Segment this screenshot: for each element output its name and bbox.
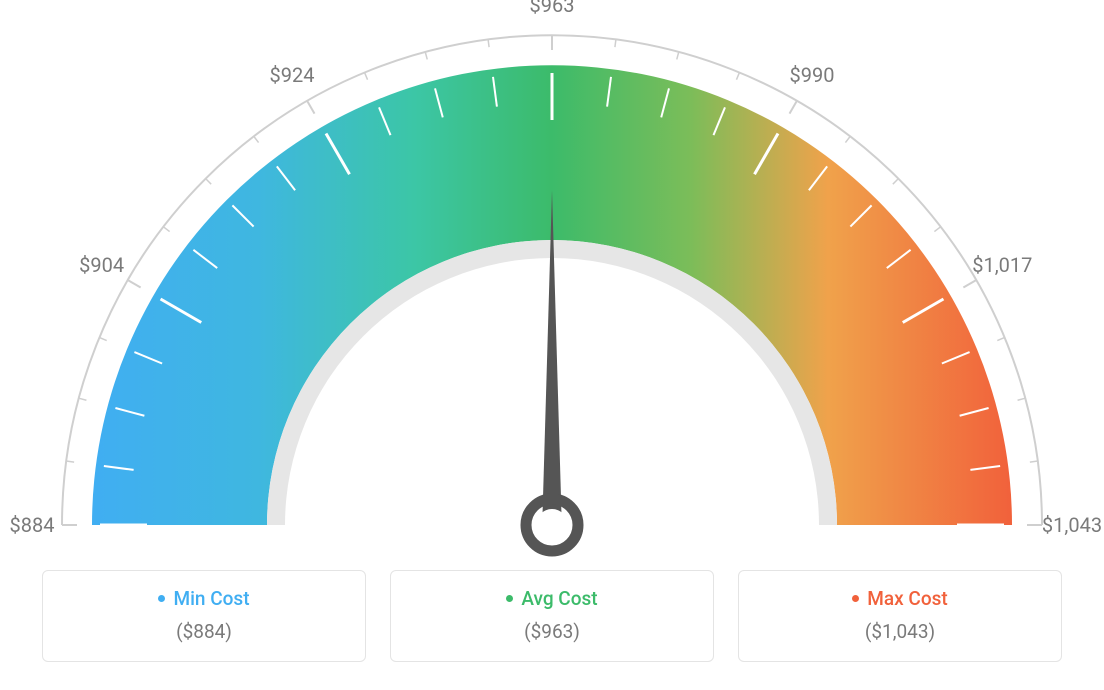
legend-label-max: Max Cost (867, 587, 947, 610)
gauge-tick-label: $990 (790, 63, 835, 87)
gauge-tick-label: $1,017 (972, 253, 1032, 277)
gauge-tick-label: $963 (530, 0, 575, 17)
legend-card-max: Max Cost ($1,043) (738, 570, 1062, 662)
legend-value-avg: ($963) (409, 620, 695, 643)
gauge-tick-label: $884 (10, 513, 55, 537)
legend-card-min: Min Cost ($884) (42, 570, 366, 662)
legend-value-min: ($884) (61, 620, 347, 643)
gauge-tick-label: $924 (270, 63, 315, 87)
gauge-area: $884 $904 $924 $963 $990 $1,017 $1,043 (0, 0, 1104, 560)
legend-value-max: ($1,043) (757, 620, 1043, 643)
legend-label-avg: Avg Cost (521, 587, 597, 610)
legend-dot-min (158, 595, 165, 602)
legend-dot-avg (506, 595, 513, 602)
legend-card-avg: Avg Cost ($963) (390, 570, 714, 662)
legend-title-avg: Avg Cost (506, 587, 597, 610)
legend-title-max: Max Cost (852, 587, 947, 610)
legend-title-min: Min Cost (158, 587, 249, 610)
chart-wrapper: $884 $904 $924 $963 $990 $1,017 $1,043 Min Cos… (0, 0, 1104, 690)
gauge-tick-label: $904 (79, 253, 124, 277)
gauge-tick-label: $1,043 (1042, 513, 1102, 537)
gauge-svg (0, 0, 1104, 560)
legend-dot-max (852, 595, 859, 602)
legend-label-min: Min Cost (173, 587, 249, 610)
legend-row: Min Cost ($884) Avg Cost ($963) Max Cost… (42, 570, 1062, 662)
